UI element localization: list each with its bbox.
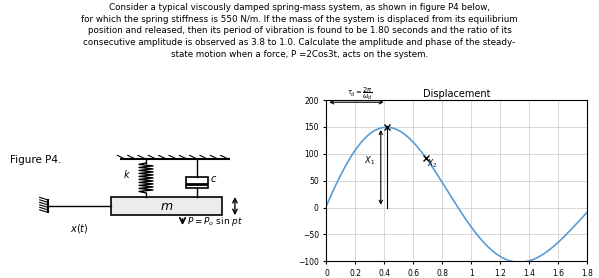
- Bar: [111, 197, 222, 215]
- Text: Consider a typical viscously damped spring-mass system, as shown in figure P4 be: Consider a typical viscously damped spri…: [81, 3, 518, 59]
- Text: k: k: [124, 170, 129, 180]
- Text: $\tau_d = \dfrac{2\pi}{\omega_d}$: $\tau_d = \dfrac{2\pi}{\omega_d}$: [347, 85, 373, 102]
- Bar: [186, 177, 208, 188]
- Text: $X_2$: $X_2$: [428, 157, 438, 170]
- Text: Figure P4.: Figure P4.: [10, 155, 61, 165]
- Text: $X_1$: $X_1$: [364, 154, 375, 167]
- Text: c: c: [210, 174, 216, 184]
- Text: $P = P_o$ sin $pt$: $P = P_o$ sin $pt$: [187, 215, 243, 228]
- Title: Displacement: Displacement: [423, 89, 491, 99]
- Text: $x(t)$: $x(t)$: [70, 222, 89, 235]
- Text: m: m: [161, 200, 173, 213]
